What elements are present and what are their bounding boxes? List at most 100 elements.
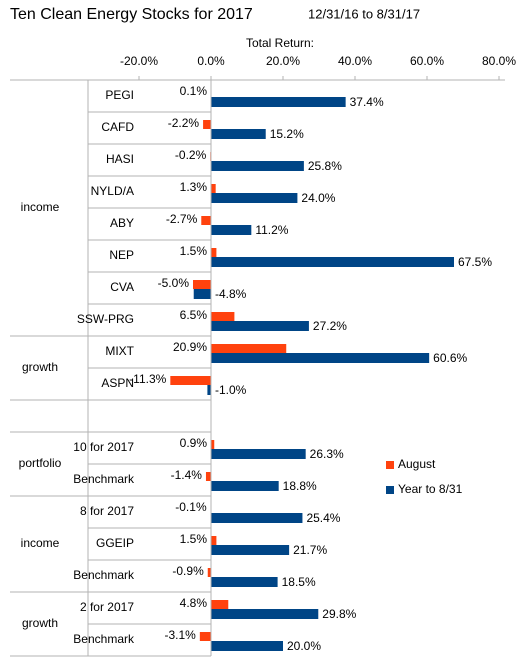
bar: [211, 449, 306, 459]
bar: [193, 280, 211, 289]
category-label: CAFD: [101, 120, 134, 134]
value-label: 25.8%: [308, 159, 342, 173]
bar: [211, 129, 266, 139]
bar: [170, 376, 211, 385]
category-label: 10 for 2017: [73, 440, 134, 454]
value-label: 0.1%: [180, 84, 208, 98]
bar: [211, 481, 279, 491]
legend-label: August: [398, 457, 436, 471]
value-label: 67.5%: [458, 255, 492, 269]
value-label: 18.5%: [282, 575, 316, 589]
category-label: NYLD/A: [91, 184, 134, 198]
bar: [211, 344, 287, 353]
value-label: 21.7%: [293, 543, 327, 557]
value-label: 25.4%: [306, 511, 340, 525]
legend-swatch: [386, 461, 394, 469]
category-label: Benchmark: [73, 472, 135, 486]
value-label: 29.8%: [322, 607, 356, 621]
bar: [211, 600, 229, 609]
bar: [193, 289, 211, 299]
bar: [211, 248, 217, 257]
chart-title: Ten Clean Energy Stocks for 2017: [10, 6, 253, 23]
bar: [211, 641, 283, 651]
value-label: 60.6%: [433, 351, 467, 365]
bar: [211, 97, 346, 107]
group-label: income: [21, 200, 60, 214]
value-label: -0.2%: [175, 148, 207, 162]
value-label: -2.7%: [166, 212, 198, 226]
bar: [199, 632, 211, 641]
group-label: income: [21, 536, 60, 550]
bar: [211, 609, 319, 619]
category-label: NEP: [109, 248, 134, 262]
category-label: 2 for 2017: [80, 600, 134, 614]
value-label: -3.1%: [164, 628, 196, 642]
value-label: 4.8%: [180, 596, 208, 610]
category-label: PEGI: [105, 88, 134, 102]
bar: [211, 545, 290, 555]
bar: [211, 257, 454, 267]
value-label: 27.2%: [313, 319, 347, 333]
value-label: 20.0%: [287, 639, 321, 653]
bar: [211, 193, 298, 203]
bar: [211, 536, 217, 545]
bar: [211, 353, 430, 363]
x-tick-label: 40.0%: [338, 54, 372, 68]
bar: [211, 513, 303, 523]
value-label: 37.4%: [350, 95, 384, 109]
value-label: 20.9%: [173, 340, 207, 354]
chart-subtitle: 12/31/16 to 8/31/17: [308, 6, 420, 21]
category-label: MIXT: [105, 344, 134, 358]
bar: [207, 385, 211, 395]
x-tick-label: 80.0%: [482, 54, 516, 68]
value-label: 0.9%: [180, 436, 208, 450]
x-tick-label: 60.0%: [410, 54, 444, 68]
value-label: 1.5%: [180, 532, 208, 546]
value-label: -4.8%: [215, 287, 247, 301]
group-label: portfolio: [19, 456, 62, 470]
legend-swatch: [386, 486, 394, 494]
value-label: 18.8%: [283, 479, 317, 493]
value-label: -1.4%: [171, 468, 203, 482]
value-label: 26.3%: [310, 447, 344, 461]
category-label: Benchmark: [73, 632, 135, 646]
value-label: 11.2%: [255, 223, 288, 237]
value-label: -5.0%: [158, 276, 190, 290]
bar: [211, 321, 309, 331]
bar: [211, 440, 215, 449]
category-label: 8 for 2017: [80, 504, 134, 518]
x-tick-label: 20.0%: [266, 54, 300, 68]
value-label: 24.0%: [301, 191, 335, 205]
value-label: 1.5%: [180, 244, 208, 258]
bar: [203, 120, 211, 129]
value-label: 15.2%: [270, 127, 304, 141]
bar: [207, 568, 211, 577]
value-label: -0.9%: [172, 564, 204, 578]
value-label: -0.1%: [175, 500, 207, 514]
bar: [205, 472, 211, 481]
bar: [201, 216, 211, 225]
category-label: HASI: [106, 152, 134, 166]
category-label: CVA: [110, 280, 134, 294]
bar: [211, 161, 304, 171]
value-label: -11.3%: [129, 372, 166, 386]
x-tick-label: -20.0%: [120, 54, 158, 68]
bar: [211, 225, 252, 235]
x-tick-label: 0.0%: [197, 54, 225, 68]
bar: [211, 577, 278, 587]
category-label: Benchmark: [73, 568, 135, 582]
category-label: SSW-PRG: [77, 312, 134, 326]
axis-title: Total Return:: [246, 36, 314, 50]
bar: [211, 312, 235, 321]
value-label: -2.2%: [168, 116, 200, 130]
category-label: ASPN: [101, 376, 134, 390]
category-label: ABY: [110, 216, 134, 230]
value-label: 1.3%: [180, 180, 208, 194]
bar: [211, 184, 216, 193]
category-label: GGEIP: [96, 536, 134, 550]
group-label: growth: [22, 360, 58, 374]
value-label: 6.5%: [180, 308, 208, 322]
group-label: growth: [22, 616, 58, 630]
legend-label: Year to 8/31: [398, 482, 463, 496]
